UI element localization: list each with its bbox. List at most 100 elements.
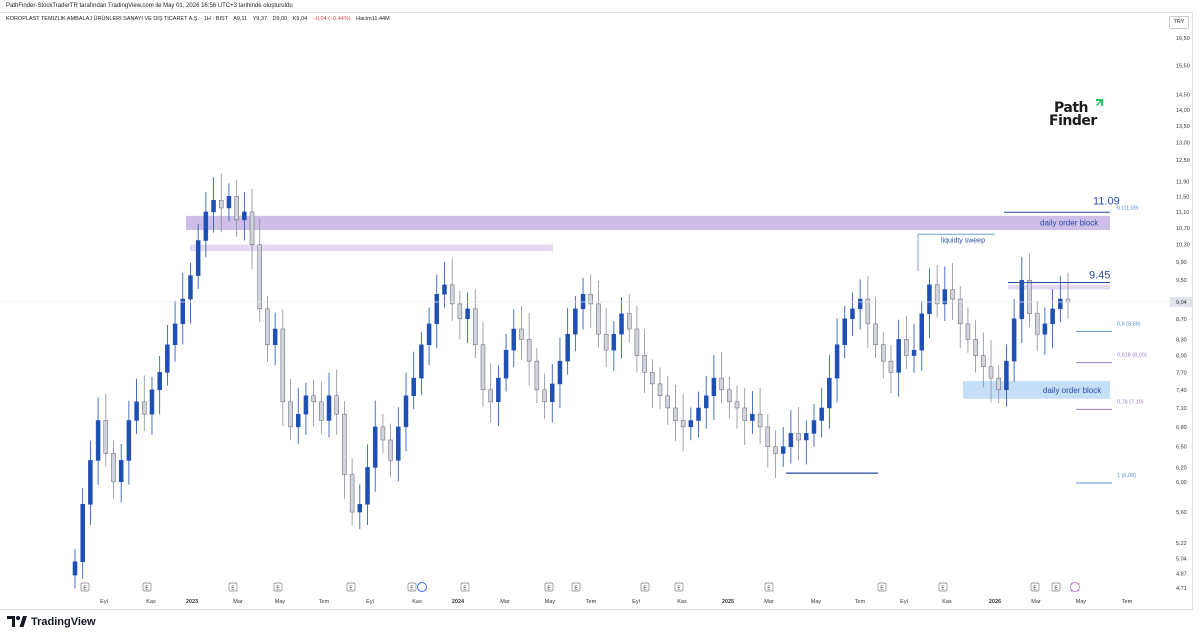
price-tick-label: 14,50	[1176, 93, 1190, 99]
candle-body	[957, 298, 963, 325]
candle-body	[788, 433, 794, 447]
volume-value: Hacim11,44M	[356, 16, 390, 22]
time-axis-label: 2023	[186, 599, 198, 605]
earnings-marker-label: E	[145, 586, 149, 592]
time-axis-label: May	[811, 599, 822, 605]
earnings-marker-label: E	[83, 586, 87, 592]
price-tick-label: 4,87	[1176, 571, 1187, 577]
candle-body	[588, 294, 593, 305]
ohlc-change: −0,04 (−0,44%)	[312, 16, 351, 22]
price-tick-label: 7,40	[1176, 388, 1187, 394]
time-axis-label: Mar	[233, 599, 243, 605]
earnings-marker-icon	[544, 582, 554, 592]
candle-body	[118, 460, 124, 483]
earnings-marker-label: E	[276, 586, 280, 592]
candle-body	[134, 401, 139, 421]
candle-body	[357, 504, 363, 513]
candle-body	[480, 344, 486, 391]
candle-body	[226, 196, 232, 209]
candle-body	[896, 339, 901, 373]
price-tick-label: 12,50	[1176, 158, 1190, 164]
price-tick-label: 5,60	[1176, 510, 1187, 516]
candle-body	[573, 308, 578, 335]
candle-body	[619, 313, 624, 335]
candle-body	[172, 323, 178, 346]
candle-body	[326, 395, 332, 421]
earnings-marker-icon	[764, 582, 774, 592]
price-label-9-45: 9.45	[1089, 270, 1110, 282]
price-tick-label: 11,90	[1176, 179, 1189, 185]
earnings-marker-label: E	[941, 586, 945, 592]
candle-body	[1019, 279, 1025, 320]
candle-body	[773, 446, 778, 454]
earnings-marker-label: E	[410, 586, 414, 592]
order-block-zone	[190, 244, 553, 252]
ohlc-close: K9,04	[292, 16, 308, 22]
earnings-marker-label: E	[1054, 586, 1058, 592]
candle-body	[449, 284, 455, 305]
fib-label: 0,618 (8,00)	[1117, 353, 1147, 359]
candle-body	[750, 413, 755, 421]
candle-body	[419, 344, 424, 379]
candle-body	[534, 360, 540, 391]
tradingview-logo[interactable]: TradingView	[7, 615, 96, 628]
logo-line-1: Path	[1054, 100, 1089, 116]
chart-frame[interactable]	[0, 12, 1193, 610]
candle-body	[303, 395, 309, 415]
earnings-marker-label: E	[677, 586, 681, 592]
candle-body	[188, 275, 193, 300]
candle-body	[111, 453, 116, 483]
price-tick-label: 14,00	[1176, 108, 1190, 114]
candle-body	[927, 284, 932, 315]
footer-bar: TradingView	[0, 610, 1200, 636]
time-axis-label: Eyl	[900, 599, 908, 605]
candle-body	[711, 377, 717, 397]
currency-button[interactable]: TRY	[1169, 16, 1189, 29]
time-axis-label: May	[1076, 599, 1087, 605]
candle-body	[688, 420, 694, 428]
time-axis-label: Tem	[1122, 599, 1133, 605]
logo-arrow-icon	[1096, 99, 1103, 106]
candle-body	[804, 433, 809, 441]
candle-body	[272, 328, 278, 346]
candle-body	[465, 308, 470, 320]
candle-body	[596, 303, 601, 335]
candle-body	[857, 298, 863, 310]
price-tick-label: 7,10	[1176, 406, 1187, 412]
candle-body	[203, 211, 209, 241]
candle-body	[727, 389, 732, 403]
candle-body	[149, 389, 155, 415]
candle-body	[911, 349, 917, 356]
price-tick-label: 13,00	[1176, 141, 1190, 147]
time-axis: Eyl Kas 2023 Mar May Tem Eyl Kas 2024 Mar May Tem Ey…	[100, 599, 1132, 605]
tradingview-mark-icon	[7, 615, 27, 628]
ohlc-low: D9,00	[272, 16, 288, 22]
earnings-marker-label: E	[349, 586, 353, 592]
candle-body	[265, 308, 270, 346]
candle-body	[1011, 318, 1017, 362]
candle-body	[904, 339, 909, 356]
order-block-zone	[1008, 284, 1110, 290]
candle-body	[403, 395, 409, 428]
order-block-label-bottom: daily order block	[1043, 386, 1102, 395]
earnings-marker-icon	[674, 582, 684, 592]
candle-body	[1042, 323, 1048, 335]
candle-body	[742, 407, 747, 421]
candle-body	[796, 433, 801, 441]
price-tick-label: 9,04	[1176, 300, 1187, 306]
fib-label: 0,5 (8,59)	[1117, 321, 1141, 327]
candle-body	[950, 289, 955, 300]
candle-body	[372, 426, 378, 468]
time-axis-label: Kas	[146, 599, 156, 605]
candle-body	[981, 355, 986, 367]
candle-body	[288, 401, 293, 428]
candle-body	[249, 211, 255, 245]
price-chart[interactable]: 11.09 daily order block 0 (11,09) 0,5 (8,59…	[0, 0, 1200, 610]
price-tick-label: 5,22	[1176, 541, 1187, 547]
price-label-11-09: 11.09	[1093, 195, 1120, 207]
candle-body	[680, 420, 686, 428]
price-tick-label: 10,30	[1176, 243, 1190, 249]
upcoming-event-icon	[1070, 582, 1080, 592]
candle-body	[503, 349, 509, 379]
candle-body	[1034, 313, 1040, 335]
